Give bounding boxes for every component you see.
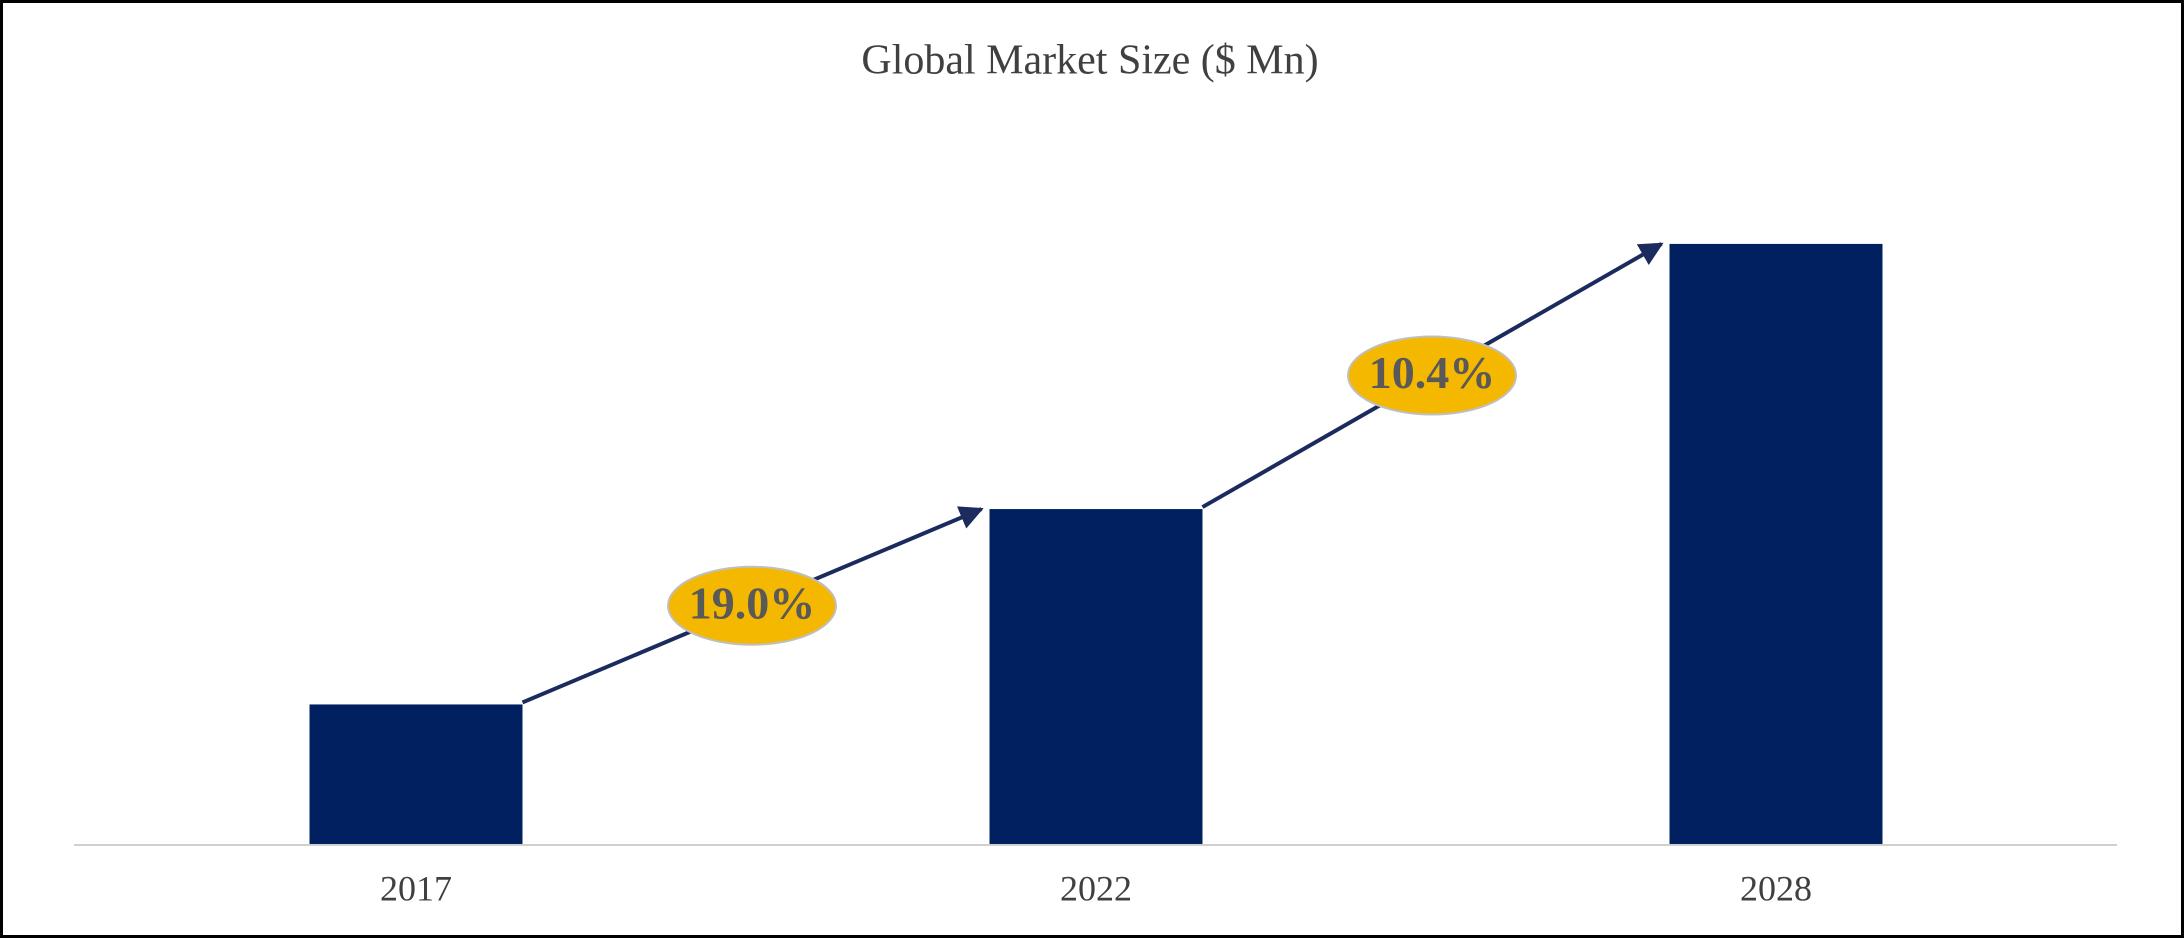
cagr-bubble (1347, 335, 1517, 416)
bar (989, 509, 1203, 844)
cagr-label: 19.0% (689, 577, 816, 628)
x-tick-label: 2028 (1740, 868, 1812, 908)
x-tick-label: 2022 (1060, 868, 1132, 908)
cagr-bubble (667, 565, 837, 646)
cagr-label: 10.4% (1369, 347, 1496, 398)
bar (1669, 243, 1883, 844)
x-tick-label: 2017 (380, 868, 452, 908)
bar (309, 704, 523, 844)
chart-title: Global Market Size ($ Mn) (861, 38, 1318, 84)
